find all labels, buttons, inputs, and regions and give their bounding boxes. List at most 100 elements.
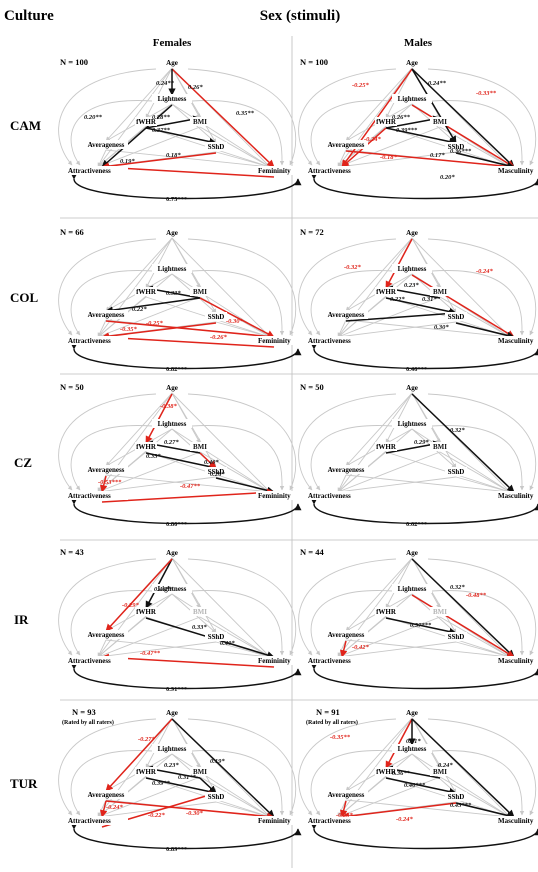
node-age: Age bbox=[166, 549, 178, 557]
node-age: Age bbox=[406, 384, 418, 392]
node-fwhr: fWHR bbox=[136, 608, 157, 616]
path-arrow-nonsig bbox=[171, 593, 271, 658]
path-arrow-nonsig bbox=[298, 238, 397, 336]
path-arrow-nonsig bbox=[455, 641, 511, 659]
path-arrow-nonsig bbox=[199, 451, 271, 493]
path-coefficient-label: 0.31** bbox=[178, 774, 197, 781]
path-arrow-nonsig bbox=[97, 296, 201, 338]
node-sshd: SShD bbox=[448, 793, 465, 801]
path-arrow-nonsig bbox=[337, 776, 441, 818]
node-age: Age bbox=[406, 709, 418, 717]
males-header: Males bbox=[404, 37, 433, 49]
path-arrow-negative bbox=[345, 150, 515, 171]
path-coefficient-label: -0.25* bbox=[352, 82, 370, 89]
path-arrow-nonsig bbox=[411, 392, 441, 444]
node-background bbox=[324, 465, 368, 474]
path-arrow-nonsig bbox=[58, 68, 157, 166]
path-arrow-positive bbox=[411, 68, 515, 168]
path-arrow-nonsig bbox=[337, 319, 347, 338]
node-bmi: BMI bbox=[433, 288, 447, 296]
path-arrow-nonsig bbox=[337, 474, 347, 493]
path-arrow-nonsig bbox=[345, 392, 413, 467]
path-arrow-nonsig bbox=[97, 801, 217, 819]
path-arrow-positive bbox=[145, 452, 217, 471]
path-arrow-nonsig bbox=[171, 103, 271, 168]
node-background bbox=[445, 467, 467, 476]
path-arrow-nonsig bbox=[431, 270, 525, 336]
node-fwhr: fWHR bbox=[376, 608, 397, 616]
node-fwhr: fWHR bbox=[376, 443, 397, 451]
path-arrow-positive bbox=[385, 777, 457, 796]
path-coefficient-label: 0.33* bbox=[166, 290, 181, 297]
path-arrow-nonsig bbox=[187, 718, 297, 816]
correlation-arc bbox=[70, 497, 302, 525]
node-age: Age bbox=[166, 709, 178, 717]
path-coefficient-label: -0.53*** bbox=[98, 479, 122, 486]
path-coefficient-label: -0.26* bbox=[210, 334, 228, 341]
path-coefficient-label: 0.24* bbox=[438, 762, 453, 769]
node-sshd: SShD bbox=[448, 143, 465, 151]
path-arrow-nonsig bbox=[345, 67, 413, 142]
path-coefficient-label: 0.40*** bbox=[404, 782, 426, 789]
panel-tur-males: Age Lightness fWHR BMI Averageness SShD Attrac… bbox=[298, 707, 538, 850]
node-attractiveness: Attractiveness bbox=[68, 167, 111, 175]
path-coefficient-label: -0.47** bbox=[180, 483, 201, 490]
path-arrow-nonsig bbox=[97, 641, 217, 659]
path-coefficient-label: 0.46** bbox=[154, 586, 173, 593]
node-attractiveness: Attractiveness bbox=[308, 657, 351, 665]
node-background bbox=[163, 58, 181, 67]
node-background bbox=[496, 336, 538, 345]
node-background bbox=[496, 656, 538, 665]
node-background bbox=[392, 744, 432, 753]
node-background bbox=[163, 228, 181, 237]
path-arrow-positive bbox=[411, 718, 515, 818]
node-background bbox=[403, 708, 421, 717]
node-attractiveness: Attractiveness bbox=[308, 817, 351, 825]
path-coefficient-label: 0.31* bbox=[406, 738, 421, 745]
path-coefficient-label: -0.38* bbox=[160, 403, 178, 410]
node-averageness: Averageness bbox=[328, 631, 365, 639]
node-background bbox=[190, 117, 210, 126]
node-background bbox=[324, 140, 368, 149]
path-arrow-nonsig bbox=[191, 590, 285, 656]
culture-label-tur: TUR bbox=[10, 776, 38, 791]
path-arrow-nonsig bbox=[145, 717, 173, 769]
path-arrow-nonsig bbox=[97, 474, 107, 493]
node-background bbox=[84, 790, 128, 799]
path-coefficient-label: 0.32* bbox=[450, 584, 465, 591]
node-attractiveness: Attractiveness bbox=[68, 657, 111, 665]
correlation-coefficient-label: 0.62*** bbox=[406, 521, 427, 528]
node-background bbox=[496, 816, 538, 825]
path-coefficient-label: 0.24** bbox=[156, 80, 175, 87]
node-background bbox=[430, 767, 450, 776]
path-arrow-nonsig bbox=[337, 151, 457, 169]
node-background bbox=[375, 607, 397, 616]
path-arrow-nonsig bbox=[97, 451, 201, 493]
path-arrow-nonsig bbox=[171, 557, 271, 658]
node-age: Age bbox=[406, 229, 418, 237]
node-bmi: BMI bbox=[433, 118, 447, 126]
path-coefficient-label: 0.19* bbox=[120, 158, 135, 165]
path-coefficient-label: 0.32* bbox=[450, 427, 465, 434]
node-sshd: SShD bbox=[448, 468, 465, 476]
path-arrow-nonsig bbox=[58, 558, 157, 656]
path-coefficient-label: -0.32* bbox=[344, 264, 362, 271]
sample-size-label: N = 50 bbox=[60, 382, 84, 392]
path-coefficient-label: -0.22* bbox=[148, 812, 166, 819]
path-coefficient-label: -0.48** bbox=[466, 592, 487, 599]
path-arrow-nonsig bbox=[215, 151, 271, 169]
node-background bbox=[375, 442, 397, 451]
path-arrow-nonsig bbox=[455, 476, 511, 494]
path-arrow-nonsig bbox=[191, 750, 285, 816]
path-arrow-nonsig bbox=[145, 67, 173, 119]
node-attractiveness: Attractiveness bbox=[68, 817, 111, 825]
path-arrow-negative bbox=[341, 802, 457, 820]
node-bmi: BMI bbox=[193, 608, 207, 616]
path-arrow-nonsig bbox=[191, 270, 285, 336]
correlation-coefficient-label: 0.75*** bbox=[166, 196, 187, 203]
node-background bbox=[84, 465, 128, 474]
path-arrow-nonsig bbox=[411, 717, 441, 769]
path-coefficient-label: -0.24* bbox=[396, 816, 414, 823]
path-coefficient-label: 0.23* bbox=[404, 282, 419, 289]
sample-size-label: N = 91 bbox=[316, 707, 340, 717]
